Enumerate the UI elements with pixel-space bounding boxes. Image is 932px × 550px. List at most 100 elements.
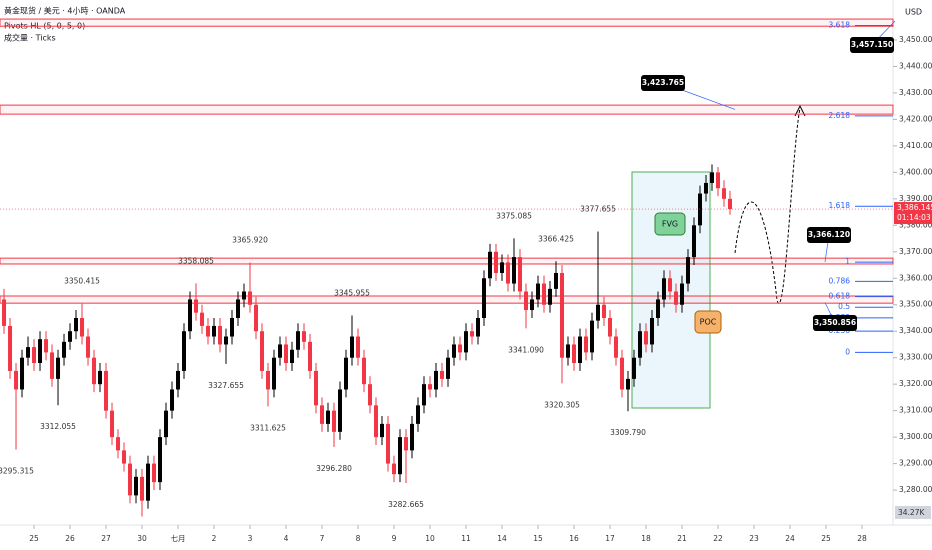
- candle-body: [547, 288, 552, 305]
- arrow-head: [794, 104, 806, 117]
- callout-box: [807, 227, 851, 243]
- y-tick-label: 3,350.000: [899, 300, 932, 309]
- candle-body: [679, 283, 684, 305]
- candle-body: [200, 312, 205, 326]
- x-tick-label: 7: [320, 534, 325, 543]
- pivot-label: 3358.085: [178, 256, 214, 265]
- candle-body: [332, 410, 337, 432]
- candle-body: [434, 370, 439, 390]
- pivot-label: 3327.655: [208, 381, 244, 390]
- candle-body: [529, 299, 534, 311]
- candle-body: [505, 262, 510, 284]
- candle-body: [194, 299, 199, 313]
- pivot-label: 3366.425: [538, 234, 574, 243]
- candle-body: [224, 336, 229, 345]
- x-tick-label: 27: [101, 534, 111, 543]
- pivot-label: 3311.625: [250, 423, 286, 432]
- candle-body: [697, 193, 702, 226]
- candle-body: [122, 450, 127, 464]
- candle-body: [565, 344, 570, 358]
- candle-body: [440, 370, 445, 379]
- y-tick-label: 3,300.000: [899, 432, 932, 441]
- candle-body: [469, 331, 474, 337]
- pivot-label: 3320.305: [544, 400, 580, 409]
- pivot-label: 3309.790: [610, 428, 646, 437]
- x-tick-label: 22: [713, 534, 723, 543]
- candle-body: [26, 347, 31, 358]
- candle-body: [350, 336, 355, 358]
- y-tick-label: 3,400.000: [899, 167, 932, 176]
- candle-body: [392, 463, 397, 475]
- y-tick-label: 3,280.000: [899, 485, 932, 494]
- zone: [0, 104, 894, 115]
- pivot-label: 3365.920: [232, 236, 268, 245]
- x-tick-label: 23: [749, 534, 759, 543]
- y-tick-label: 3,320.000: [899, 379, 932, 388]
- y-tick-label: 3,440.000: [899, 61, 932, 70]
- fib-label: 0: [845, 347, 850, 356]
- y-tick-label: 3,340.000: [899, 326, 932, 335]
- candle-body: [625, 378, 630, 390]
- candle-body: [619, 357, 624, 390]
- countdown: 01:14:03: [897, 213, 931, 222]
- x-tick-label: 18: [641, 534, 651, 543]
- candle-body: [649, 317, 654, 345]
- fib-label: 3.618: [829, 21, 851, 30]
- candle-body: [727, 198, 732, 210]
- candle-body: [50, 352, 55, 379]
- x-tick-label: 11: [461, 534, 471, 543]
- candle-body: [302, 331, 307, 342]
- x-tick-label: 15: [533, 534, 543, 543]
- currency: USD: [905, 8, 922, 17]
- last-price-label: 3,386.145: [897, 203, 932, 212]
- y-tick-label: 3,330.000: [899, 353, 932, 362]
- candle-body: [44, 339, 49, 353]
- candle-body: [577, 336, 582, 363]
- candle-body: [631, 357, 636, 379]
- callout-label: 3,423.765: [642, 78, 684, 87]
- fvg-note: [654, 212, 686, 236]
- legend-indicator: 成交量 · Ticks: [4, 33, 56, 43]
- y-tick-label: 3,290.000: [899, 459, 932, 468]
- candle-body: [398, 437, 403, 475]
- callout-box: [850, 37, 894, 53]
- candle-body: [553, 272, 558, 289]
- volume-tag: [895, 506, 931, 519]
- x-tick-label: 4: [284, 534, 289, 543]
- candle-body: [230, 317, 235, 337]
- candle-body: [182, 331, 187, 371]
- candle-body: [338, 389, 343, 432]
- candle-body: [62, 341, 67, 358]
- candle-body: [2, 299, 7, 326]
- candle-body: [188, 299, 193, 332]
- candle-body: [667, 278, 672, 292]
- candle-body: [517, 257, 522, 292]
- candle-body: [571, 344, 576, 363]
- candle-body: [422, 384, 427, 406]
- candle-body: [380, 423, 385, 438]
- y-tick-label: 3,310.000: [899, 406, 932, 415]
- candle-body: [74, 317, 79, 332]
- poc-note: [694, 310, 722, 334]
- x-tick-label: 28: [857, 534, 867, 543]
- pivot-label: 3312.055: [40, 422, 76, 431]
- callout-label: 3,366.120: [808, 230, 850, 239]
- callout-box: [641, 75, 685, 91]
- candle-body: [362, 357, 367, 385]
- candle-body: [134, 476, 139, 496]
- x-tick-label: 17: [605, 534, 615, 543]
- candle-body: [673, 291, 678, 305]
- pivot-label: 3296.280: [316, 464, 352, 473]
- candle-body: [655, 299, 660, 318]
- candle-body: [8, 325, 13, 371]
- candle-body: [445, 357, 450, 379]
- candle-body: [511, 257, 516, 284]
- candle-body: [589, 320, 594, 353]
- candle-body: [457, 344, 462, 353]
- candle-body: [218, 325, 223, 345]
- candle-body: [260, 331, 265, 371]
- candle-body: [685, 257, 690, 284]
- y-tick-label: 3,370.000: [899, 247, 932, 256]
- candle-body: [595, 304, 600, 321]
